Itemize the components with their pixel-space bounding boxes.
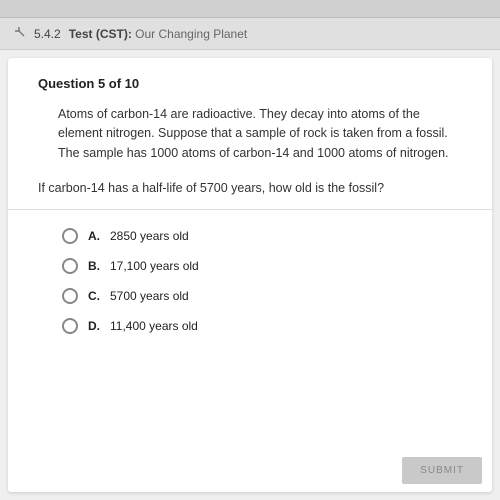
content-area: Question 5 of 10 Atoms of carbon-14 are … [0, 50, 500, 500]
radio-icon[interactable] [62, 318, 78, 334]
question-card: Question 5 of 10 Atoms of carbon-14 are … [8, 58, 492, 492]
option-d[interactable]: D. 11,400 years old [62, 318, 462, 334]
option-c[interactable]: C. 5700 years old [62, 288, 462, 304]
question-title: Question 5 of 10 [38, 76, 462, 91]
option-text: 2850 years old [110, 229, 189, 243]
card-footer: SUBMIT [8, 449, 492, 492]
browser-chrome [0, 0, 500, 18]
question-passage: Atoms of carbon-14 are radioactive. They… [58, 105, 452, 163]
question-prompt: If carbon-14 has a half-life of 5700 yea… [38, 181, 462, 195]
option-letter: A. [88, 229, 100, 243]
option-a[interactable]: A. 2850 years old [62, 228, 462, 244]
divider [8, 209, 492, 210]
header-subtitle: Our Changing Planet [135, 27, 247, 41]
option-text: 17,100 years old [110, 259, 199, 273]
option-letter: C. [88, 289, 100, 303]
option-letter: D. [88, 319, 100, 333]
option-text: 5700 years old [110, 289, 189, 303]
section-number: 5.4.2 [34, 27, 61, 41]
submit-button[interactable]: SUBMIT [402, 457, 482, 484]
options-list: A. 2850 years old B. 17,100 years old C.… [38, 228, 462, 334]
radio-icon[interactable] [62, 288, 78, 304]
header-label: Test (CST): [69, 27, 132, 41]
radio-icon[interactable] [62, 228, 78, 244]
test-header: 5.4.2 Test (CST): Our Changing Planet [0, 18, 500, 50]
option-letter: B. [88, 259, 100, 273]
option-text: 11,400 years old [110, 319, 198, 333]
option-b[interactable]: B. 17,100 years old [62, 258, 462, 274]
radio-icon[interactable] [62, 258, 78, 274]
back-icon[interactable] [14, 26, 26, 41]
